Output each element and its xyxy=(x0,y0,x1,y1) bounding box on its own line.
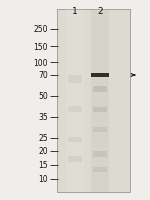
Bar xyxy=(93,167,107,172)
Bar xyxy=(57,10,130,192)
Bar xyxy=(68,156,82,162)
Text: 25: 25 xyxy=(38,134,48,143)
Text: 20: 20 xyxy=(38,147,48,156)
Bar xyxy=(68,76,82,84)
Text: 50: 50 xyxy=(38,92,48,101)
Bar xyxy=(93,87,107,93)
Text: 2: 2 xyxy=(97,7,103,16)
Bar xyxy=(66,10,84,192)
Text: 15: 15 xyxy=(38,161,48,170)
Text: 1: 1 xyxy=(72,7,78,16)
Bar xyxy=(68,137,82,142)
Text: 35: 35 xyxy=(38,113,48,122)
Text: 100: 100 xyxy=(33,58,48,67)
Text: 150: 150 xyxy=(33,42,48,51)
Bar xyxy=(93,127,107,132)
Bar xyxy=(91,74,109,78)
Text: 10: 10 xyxy=(38,175,48,184)
Bar xyxy=(93,151,107,157)
Bar xyxy=(57,10,130,192)
Bar xyxy=(91,10,109,192)
Bar xyxy=(68,106,82,112)
Bar xyxy=(93,107,107,112)
Text: 70: 70 xyxy=(38,71,48,80)
Text: 250: 250 xyxy=(33,25,48,34)
